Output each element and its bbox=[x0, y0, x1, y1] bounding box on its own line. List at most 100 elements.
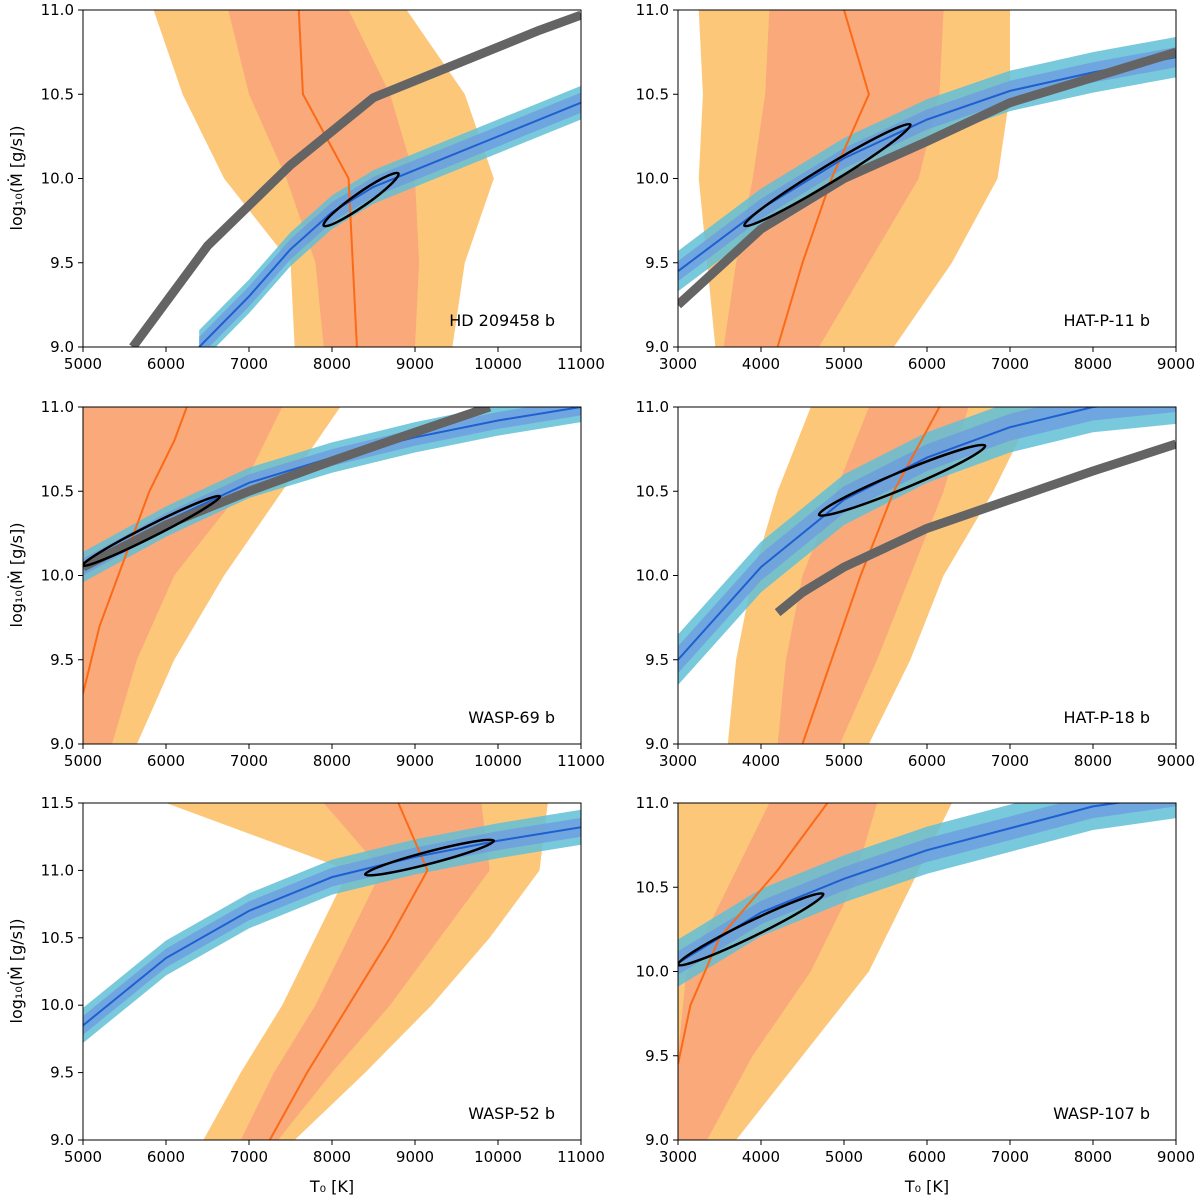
x-tick-label: 8000 bbox=[313, 1148, 351, 1166]
x-tick-label: 6000 bbox=[908, 355, 946, 373]
y-tick-label: 11.0 bbox=[636, 398, 669, 416]
x-tick-label: 8000 bbox=[313, 355, 351, 373]
x-tick-label: 9000 bbox=[1157, 1148, 1195, 1166]
x-tick-label: 7000 bbox=[230, 752, 268, 770]
x-tick-label: 7000 bbox=[991, 355, 1029, 373]
panel-label: WASP-69 b bbox=[468, 708, 555, 727]
contour-ellipse bbox=[678, 892, 825, 967]
y-tick-label: 10.0 bbox=[41, 170, 74, 188]
x-tick-label: 8000 bbox=[1074, 752, 1112, 770]
x-tick-label: 11000 bbox=[557, 752, 605, 770]
x-tick-label: 8000 bbox=[313, 752, 351, 770]
orange-inner-band bbox=[240, 803, 490, 1140]
x-tick-label: 3000 bbox=[659, 355, 697, 373]
panel-wasp107b: WASP-107 b 3000 4000 5000 6000 7000 8000 9000 … bbox=[636, 794, 1196, 1166]
y-tick-label: 9.0 bbox=[50, 735, 74, 753]
blue-median-line bbox=[83, 826, 581, 1027]
y-axis-label-middle: log₁₀(Ṁ [g/s]) bbox=[7, 523, 26, 628]
panel-wasp52b: WASP-52 b 5000 6000 7000 8000 9000 10000 11000… bbox=[41, 794, 605, 1166]
y-tick-label: 9.0 bbox=[645, 1131, 669, 1149]
x-axis-label-right: T₀ [K] bbox=[904, 1177, 949, 1196]
panel-hd209458b: HD 209458 b 5000 6000 7000 8000 9000 10000 110… bbox=[41, 1, 605, 373]
x-tick-label: 6000 bbox=[908, 752, 946, 770]
y-tick-label: 11.0 bbox=[41, 1, 74, 19]
x-tick-label: 5000 bbox=[64, 752, 102, 770]
y-tick-label: 10.0 bbox=[41, 996, 74, 1014]
panel-wasp69b: WASP-69 b 5000 6000 7000 8000 9000 10000 11000… bbox=[41, 398, 605, 770]
y-tick-label: 11.0 bbox=[41, 861, 74, 879]
panel-label: WASP-107 b bbox=[1053, 1104, 1150, 1123]
y-tick-label: 9.0 bbox=[50, 338, 74, 356]
y-tick-label: 11.0 bbox=[41, 398, 74, 416]
panel-label: HAT-P-11 b bbox=[1064, 311, 1150, 330]
x-tick-label: 7000 bbox=[230, 1148, 268, 1166]
x-tick-label: 7000 bbox=[991, 1148, 1029, 1166]
y-tick-label: 9.0 bbox=[50, 1131, 74, 1149]
orange-inner-band bbox=[777, 407, 969, 744]
y-tick-label: 9.5 bbox=[50, 1064, 74, 1082]
x-tick-label: 9000 bbox=[396, 355, 434, 373]
y-tick-label: 9.0 bbox=[645, 735, 669, 753]
x-tick-label: 3000 bbox=[659, 752, 697, 770]
x-tick-label: 10000 bbox=[474, 1148, 522, 1166]
x-tick-label: 4000 bbox=[742, 1148, 780, 1166]
orange-median-line bbox=[776, 10, 870, 347]
x-tick-label: 8000 bbox=[1074, 355, 1112, 373]
y-tick-label: 10.5 bbox=[636, 85, 669, 103]
panel-label: HD 209458 b bbox=[449, 311, 555, 330]
contour-ellipse bbox=[817, 443, 987, 517]
x-tick-label: 9000 bbox=[1157, 752, 1195, 770]
x-tick-label: 8000 bbox=[1074, 1148, 1112, 1166]
x-tick-label: 5000 bbox=[64, 1148, 102, 1166]
x-tick-label: 10000 bbox=[474, 355, 522, 373]
x-tick-label: 5000 bbox=[64, 355, 102, 373]
blue-outer-band bbox=[83, 407, 581, 583]
x-tick-label: 9000 bbox=[1157, 355, 1195, 373]
panel-label: WASP-52 b bbox=[468, 1104, 555, 1123]
x-tick-label: 3000 bbox=[659, 1148, 697, 1166]
y-tick-label: 9.0 bbox=[645, 338, 669, 356]
y-tick-label: 10.0 bbox=[41, 567, 74, 585]
x-tick-label: 11000 bbox=[557, 1148, 605, 1166]
y-tick-label: 10.0 bbox=[636, 963, 669, 981]
x-tick-label: 5000 bbox=[825, 1148, 863, 1166]
y-tick-label: 10.0 bbox=[636, 567, 669, 585]
y-tick-label: 10.5 bbox=[636, 482, 669, 500]
x-tick-label: 6000 bbox=[147, 752, 185, 770]
y-tick-label: 10.5 bbox=[41, 482, 74, 500]
x-tick-label: 10000 bbox=[474, 752, 522, 770]
y-tick-label: 9.5 bbox=[645, 254, 669, 272]
x-tick-label: 6000 bbox=[908, 1148, 946, 1166]
x-tick-label: 6000 bbox=[147, 355, 185, 373]
blue-median-line bbox=[198, 101, 581, 347]
panel-hatp11b: HAT-P-11 b 3000 4000 5000 6000 7000 8000 9000 … bbox=[636, 1, 1196, 373]
x-tick-label: 4000 bbox=[742, 355, 780, 373]
x-tick-label: 9000 bbox=[396, 752, 434, 770]
x-tick-label: 11000 bbox=[557, 355, 605, 373]
y-axis-label-bottom: log₁₀(Ṁ [g/s]) bbox=[7, 919, 26, 1024]
panel-label: HAT-P-18 b bbox=[1064, 708, 1150, 727]
y-tick-label: 10.5 bbox=[41, 929, 74, 947]
blue-outer-band bbox=[678, 36, 1176, 292]
orange-median-line bbox=[297, 10, 358, 347]
gray-line bbox=[678, 47, 1176, 309]
gray-line bbox=[83, 407, 492, 572]
blue-inner-band bbox=[83, 817, 581, 1035]
y-axis-label-top: log₁₀(Ṁ [g/s]) bbox=[7, 126, 26, 231]
orange-median-line bbox=[83, 407, 188, 694]
contour-ellipse bbox=[743, 122, 912, 228]
x-tick-label: 6000 bbox=[147, 1148, 185, 1166]
y-tick-label: 9.5 bbox=[645, 651, 669, 669]
y-tick-label: 10.5 bbox=[636, 878, 669, 896]
y-tick-label: 11.5 bbox=[41, 794, 74, 812]
x-tick-label: 9000 bbox=[396, 1148, 434, 1166]
y-tick-label: 10.5 bbox=[41, 85, 74, 103]
gray-line bbox=[129, 10, 581, 347]
x-axis-label-left: T₀ [K] bbox=[309, 1177, 354, 1196]
y-tick-label: 9.5 bbox=[50, 254, 74, 272]
y-tick-label: 9.5 bbox=[50, 651, 74, 669]
orange-median-line bbox=[268, 803, 429, 1140]
x-tick-label: 4000 bbox=[742, 752, 780, 770]
y-tick-label: 11.0 bbox=[636, 1, 669, 19]
